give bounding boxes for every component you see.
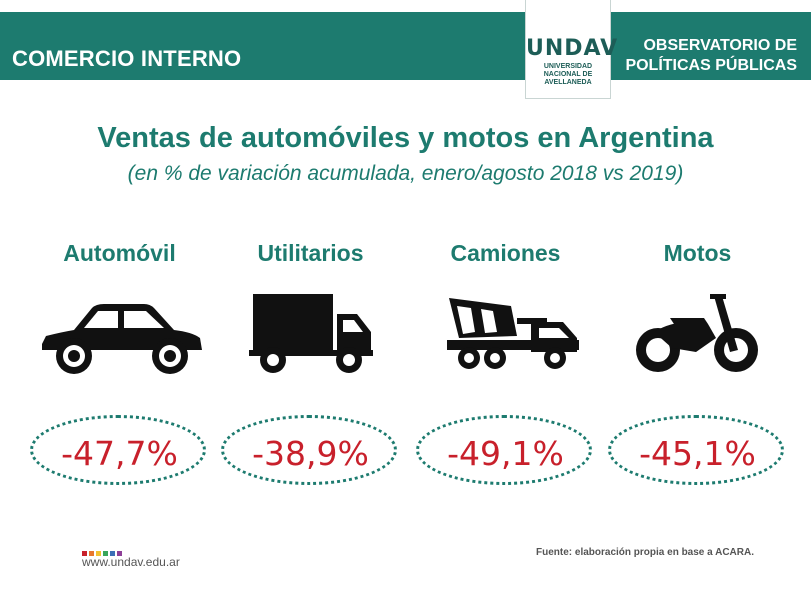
brand-dot bbox=[110, 551, 115, 556]
brand-dot bbox=[96, 551, 101, 556]
section-title: COMERCIO INTERNO bbox=[12, 46, 242, 71]
footer-url[interactable]: www.undav.edu.ar bbox=[82, 555, 180, 569]
logo-mark: UNDAV bbox=[526, 36, 619, 61]
brand-dot bbox=[103, 551, 108, 556]
category-utilitarios: Utilitarios -38,9% bbox=[213, 240, 408, 490]
value-automovil: -47,7% bbox=[61, 434, 178, 473]
brand-dot bbox=[89, 551, 94, 556]
cement-truck-icon bbox=[408, 292, 603, 378]
car-icon bbox=[22, 292, 217, 378]
footer-source: Fuente: elaboración propia en base a ACA… bbox=[536, 547, 755, 558]
category-label: Camiones bbox=[450, 240, 561, 266]
value-camiones: -49,1% bbox=[447, 434, 564, 473]
logo-line-3: AVELLANEDA bbox=[544, 79, 592, 86]
value-ellipse bbox=[416, 415, 592, 485]
value-motos: -45,1% bbox=[639, 434, 756, 473]
motorcycle-icon bbox=[600, 292, 795, 378]
undav-logo: UNDAV UNIVERSIDAD NACIONAL DE AVELLANEDA bbox=[525, 0, 619, 99]
observatorio-line-1: OBSERVATORIO DE bbox=[643, 37, 797, 54]
truck-icon bbox=[213, 292, 408, 378]
category-automovil: Automóvil -47,7% bbox=[22, 240, 217, 490]
logo-subtitle: UNIVERSIDAD NACIONAL DE AVELLANEDA bbox=[526, 63, 610, 87]
value-ellipse bbox=[30, 415, 206, 485]
observatorio-line-2: POLÍTICAS PÚBLICAS bbox=[625, 57, 797, 74]
brand-dot bbox=[117, 551, 122, 556]
category-motos: Motos -45,1% bbox=[600, 240, 795, 490]
value-ellipse bbox=[608, 415, 784, 485]
value-utilitarios: -38,9% bbox=[252, 434, 369, 473]
value-ellipse bbox=[221, 415, 397, 485]
category-label: Utilitarios bbox=[257, 240, 364, 266]
brand-dot bbox=[82, 551, 87, 556]
brand-color-dots bbox=[82, 543, 124, 561]
logo-line-1: UNIVERSIDAD bbox=[543, 63, 593, 70]
category-camiones: Camiones -49,1% bbox=[408, 240, 603, 490]
category-label: Automóvil bbox=[63, 240, 176, 266]
page-title: Ventas de automóviles y motos en Argenti… bbox=[97, 122, 714, 154]
header-bar: COMERCIO INTERNO OBSERVATORIO DE POLÍTIC… bbox=[0, 12, 811, 80]
logo-line-2: NACIONAL DE bbox=[543, 71, 593, 78]
category-label: Motos bbox=[663, 240, 732, 266]
observatorio-label: OBSERVATORIO DE POLÍTICAS PÚBLICAS bbox=[625, 36, 797, 76]
page-subtitle: (en % de variación acumulada, enero/agos… bbox=[127, 162, 684, 185]
